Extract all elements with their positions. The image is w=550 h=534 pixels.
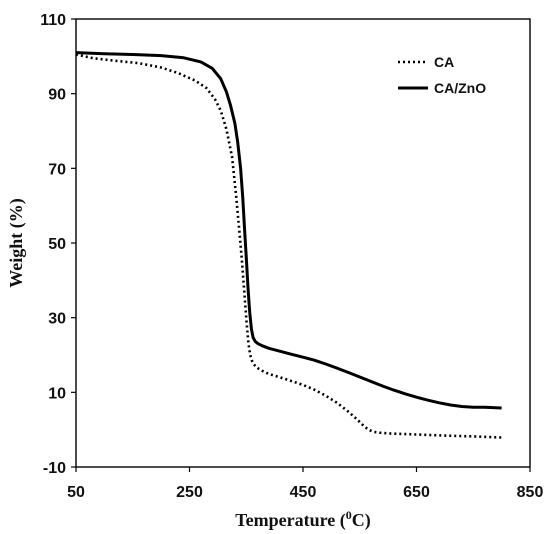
series-layer — [75, 51, 502, 439]
x-axis-title: Temperature (0C) — [235, 508, 370, 531]
x-tick-label: 50 — [67, 484, 85, 501]
x-tick-label: 850 — [517, 484, 544, 501]
series-line-ca — [75, 53, 502, 439]
y-tick-label: 10 — [48, 385, 66, 402]
y-tick-label: -10 — [43, 460, 66, 477]
x-axis-ticks: 50 250 450 650 850 — [67, 467, 543, 501]
y-tick-label: 30 — [48, 311, 66, 328]
series-line-ca-zno — [75, 51, 502, 410]
y-tick-label: 70 — [48, 161, 66, 178]
y-axis-title: Weight (%) — [6, 198, 27, 288]
legend-label-ca-zno: CA/ZnO — [434, 80, 486, 96]
y-tick-label: 50 — [48, 236, 66, 253]
legend-label-ca: CA — [434, 54, 454, 70]
x-tick-label: 650 — [403, 484, 430, 501]
x-tick-label: 450 — [290, 484, 317, 501]
y-tick-label: 90 — [48, 87, 66, 104]
x-tick-label: 250 — [176, 484, 203, 501]
y-axis-ticks: -10 10 30 50 70 90 110 — [40, 12, 76, 477]
y-tick-label: 110 — [40, 12, 66, 29]
legend: CA CA/ZnO — [398, 54, 486, 96]
